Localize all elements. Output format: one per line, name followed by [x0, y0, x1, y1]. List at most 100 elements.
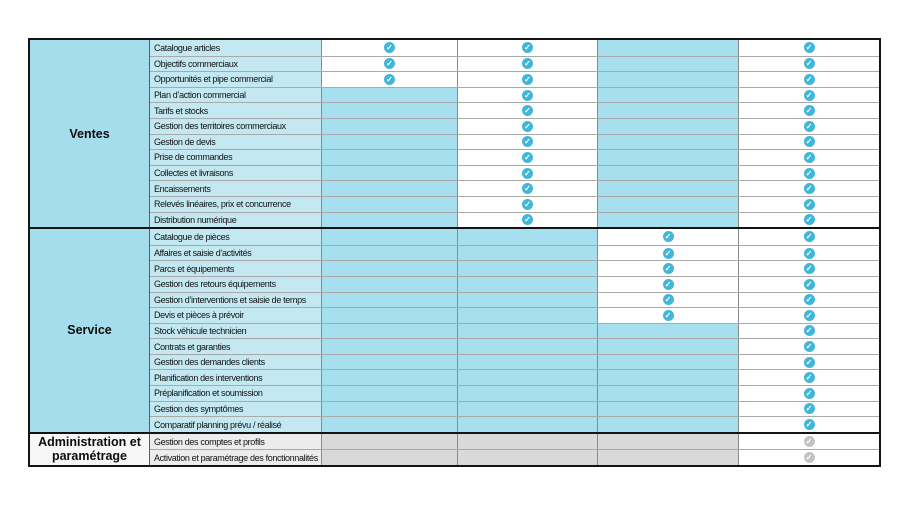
table-row: Opportunités et pipe commercial ✓ ✓ ✓ — [150, 71, 879, 87]
check-cell: ✓ — [739, 354, 879, 370]
check-cell: ✓ — [739, 245, 879, 261]
check-cell: ✓ — [458, 181, 598, 196]
check-cell — [322, 433, 458, 450]
table-row: Catalogue articles ✓ ✓ ✓ — [150, 40, 879, 56]
section-rows: Gestion des comptes et profils ✓ Activatio… — [150, 433, 879, 466]
check-cell — [598, 323, 739, 339]
check-cell — [598, 417, 739, 432]
check-icon: ✓ — [662, 294, 674, 306]
check-cell: ✓ — [739, 165, 879, 181]
check-cell: ✓ — [739, 276, 879, 292]
feature-name-cell: Distribution numérique — [150, 212, 322, 228]
check-cell: ✓ — [458, 56, 598, 72]
check-cell: ✓ — [458, 118, 598, 134]
table-row: Gestion d’interventions et saisie de tem… — [150, 291, 879, 308]
table-row: Relevés linéaires, prix et concurrence ✓ ✓ — [150, 195, 879, 212]
check-cell: ✓ — [598, 308, 739, 323]
check-cell — [458, 323, 598, 339]
check-icon: ✓ — [803, 294, 815, 306]
check-cell — [322, 339, 458, 354]
check-cell — [458, 229, 598, 245]
check-icon: ✓ — [803, 356, 815, 368]
check-cell: ✓ — [739, 212, 879, 228]
feature-name-cell: Encaissements — [150, 181, 322, 196]
check-icon: ✓ — [803, 42, 815, 54]
feature-name-cell: Tarifs et stocks — [150, 103, 322, 118]
check-icon: ✓ — [803, 231, 815, 243]
check-cell — [322, 134, 458, 150]
check-cell — [322, 323, 458, 339]
table-row: Gestion des comptes et profils ✓ — [150, 433, 879, 450]
check-icon: ✓ — [803, 278, 815, 290]
check-icon: ✓ — [662, 247, 674, 259]
feature-name-cell: Catalogue de pièces — [150, 229, 322, 245]
check-cell: ✓ — [739, 339, 879, 354]
check-cell: ✓ — [739, 56, 879, 72]
check-cell — [458, 450, 598, 466]
check-icon: ✓ — [522, 120, 533, 132]
check-cell: ✓ — [598, 276, 739, 292]
feature-name-cell: Comparatif planning prévu / réalisé — [150, 417, 322, 432]
check-cell: ✓ — [458, 150, 598, 165]
feature-name-cell: Plan d’action commercial — [150, 87, 322, 103]
feature-comparison-table: Ventes Catalogue articles ✓ ✓ ✓ Objectifs com… — [28, 38, 881, 468]
check-icon: ✓ — [803, 105, 815, 117]
table-row: Plan d’action commercial ✓ ✓ — [150, 86, 879, 103]
feature-name-cell: Gestion des demandes clients — [150, 354, 322, 370]
feature-name-cell: Collectes et livraisons — [150, 165, 322, 181]
table-row: Encaissements ✓ ✓ — [150, 180, 879, 196]
check-icon: ✓ — [803, 372, 815, 384]
check-cell — [598, 103, 739, 118]
check-cell: ✓ — [458, 212, 598, 228]
check-icon: ✓ — [803, 387, 815, 399]
check-cell — [598, 450, 739, 466]
check-cell: ✓ — [739, 433, 879, 450]
table-row: Catalogue de pièces ✓ ✓ — [150, 229, 879, 245]
feature-name-cell: Catalogue articles — [150, 40, 322, 56]
table-row: Activation et paramétrage des fonctionna… — [150, 449, 879, 466]
check-cell — [322, 450, 458, 466]
check-cell — [322, 401, 458, 417]
check-cell — [458, 292, 598, 308]
check-icon: ✓ — [522, 136, 533, 148]
check-cell — [598, 150, 739, 165]
check-cell — [598, 87, 739, 103]
table-row: Gestion de devis ✓ ✓ — [150, 133, 879, 150]
check-icon: ✓ — [803, 198, 815, 210]
check-cell: ✓ — [458, 134, 598, 150]
check-icon: ✓ — [803, 214, 815, 226]
section-label: Service — [30, 229, 150, 432]
check-cell: ✓ — [322, 56, 458, 72]
table-row: Prise de commandes ✓ ✓ — [150, 149, 879, 165]
check-cell: ✓ — [458, 72, 598, 87]
check-cell — [458, 417, 598, 432]
check-cell: ✓ — [458, 40, 598, 56]
check-cell: ✓ — [739, 229, 879, 245]
check-cell: ✓ — [458, 103, 598, 118]
check-icon: ✓ — [522, 73, 533, 85]
check-cell — [458, 308, 598, 323]
check-cell — [598, 370, 739, 386]
check-cell — [458, 370, 598, 386]
feature-name-cell: Opportunités et pipe commercial — [150, 72, 322, 87]
table-row: Collectes et livraisons ✓ ✓ — [150, 164, 879, 181]
check-cell — [322, 308, 458, 323]
check-icon-gray: ✓ — [803, 436, 815, 448]
check-cell — [598, 196, 739, 212]
table-row: Stock véhicule technicien ✓ — [150, 322, 879, 339]
check-cell — [598, 72, 739, 87]
table-row: Tarifs et stocks ✓ ✓ — [150, 102, 879, 118]
feature-name-cell: Parcs et équipements — [150, 261, 322, 276]
table-row: Devis et pièces à prévoir ✓ ✓ — [150, 307, 879, 323]
check-icon: ✓ — [522, 105, 533, 117]
feature-name-cell: Gestion des comptes et profils — [150, 433, 322, 450]
check-cell: ✓ — [739, 323, 879, 339]
check-icon: ✓ — [803, 419, 815, 431]
feature-name-cell: Objectifs commerciaux — [150, 56, 322, 72]
check-icon: ✓ — [522, 167, 533, 179]
check-cell — [322, 165, 458, 181]
feature-name-cell: Affaires et saisie d’activités — [150, 245, 322, 261]
check-cell — [322, 370, 458, 386]
check-cell — [598, 118, 739, 134]
feature-name-cell: Préplanification et soumission — [150, 386, 322, 401]
